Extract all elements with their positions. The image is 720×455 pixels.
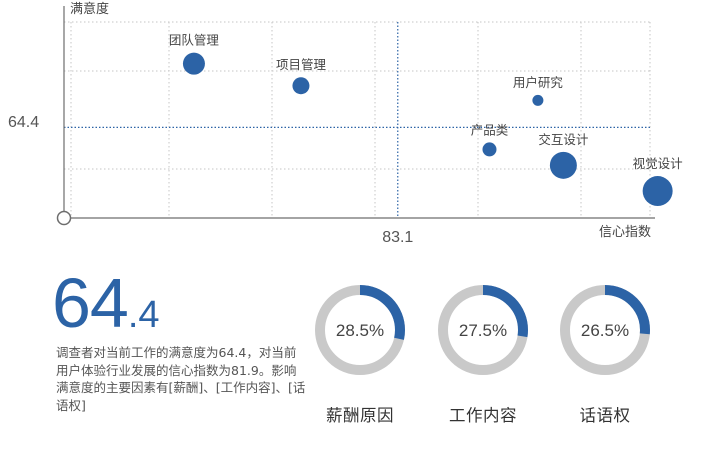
data-point-label: 团队管理	[169, 33, 220, 48]
x-axis-label: 信心指数	[599, 225, 651, 240]
reference-x-label: 83.1	[382, 229, 413, 246]
data-point	[549, 151, 577, 179]
data-point	[292, 77, 310, 95]
data-point	[182, 52, 205, 75]
chart-axes	[56, 6, 655, 226]
donut-label: 薪酬原因	[326, 406, 394, 425]
donut-label: 工作内容	[449, 406, 517, 425]
data-point	[532, 94, 544, 106]
donut-percent: 28.5%	[336, 321, 384, 340]
reference-lines	[64, 22, 650, 218]
donut-salary: 28.5% 薪酬原因	[310, 280, 410, 426]
summary-text: 调查者对当前工作的满意度为64.4，对当前用户体验行业发展的信心指数为81.9。…	[56, 345, 306, 413]
donut-voice: 26.5% 话语权	[555, 280, 655, 426]
donut-chart: 28.5%	[315, 285, 405, 375]
y-axis-label: 满意度	[70, 1, 109, 17]
data-point	[482, 142, 497, 157]
satisfaction-score-integer: 64	[52, 264, 129, 342]
donut-chart: 27.5%	[438, 285, 528, 375]
donut-percent: 27.5%	[459, 321, 507, 340]
donut-label: 话语权	[579, 406, 631, 425]
donut-fill	[560, 285, 650, 375]
data-point-label: 交互设计	[538, 132, 588, 147]
chart-grid	[64, 21, 651, 218]
satisfaction-score: 64.4	[52, 268, 160, 338]
donut-fill	[438, 285, 528, 375]
data-point	[642, 176, 673, 207]
donut-percent: 26.5%	[581, 321, 629, 340]
axis-origin	[56, 210, 72, 226]
donut-fill	[315, 285, 405, 375]
donut-work-content: 27.5% 工作内容	[433, 280, 533, 426]
data-point-label: 项目管理	[276, 57, 327, 72]
data-point-label: 用户研究	[513, 75, 564, 90]
data-point-label: 产品类	[471, 122, 509, 137]
reference-y-label: 64.4	[8, 114, 39, 131]
data-point-label: 视觉设计	[633, 156, 683, 171]
donut-chart: 26.5%	[560, 285, 650, 375]
satisfaction-score-decimal: .4	[127, 294, 160, 336]
